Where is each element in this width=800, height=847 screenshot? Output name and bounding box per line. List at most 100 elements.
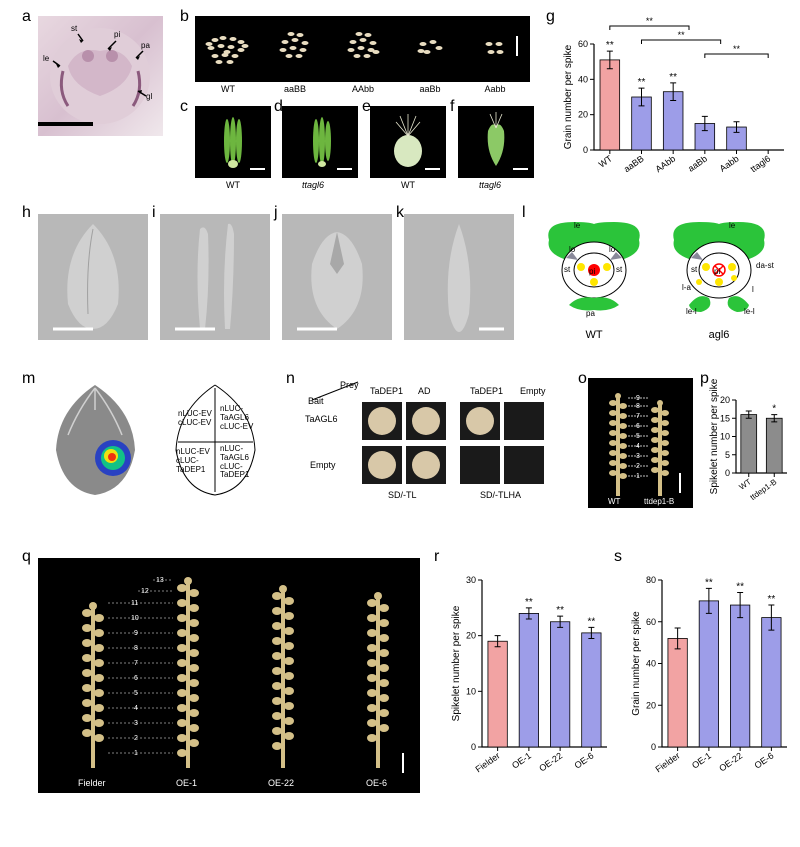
- svg-text:80: 80: [646, 575, 656, 585]
- svg-text:13: 13: [156, 577, 164, 584]
- panel-i-image: [160, 214, 270, 340]
- svg-text:3: 3: [636, 453, 640, 460]
- panel-a-image: le st pi pa gl: [38, 16, 163, 136]
- svg-text:Fielder: Fielder: [78, 778, 106, 788]
- svg-text:OE-6: OE-6: [753, 750, 776, 770]
- panel-o-image: 123456789 WT ttdep1-B: [588, 378, 693, 508]
- svg-text:6: 6: [636, 423, 640, 430]
- chart-g: 0204060Grain number per spike**WT**aaBB*…: [560, 14, 790, 194]
- svg-text:st: st: [616, 265, 623, 274]
- anno-pi: pi: [114, 30, 120, 39]
- svg-text:WT: WT: [597, 153, 615, 170]
- svg-text:20: 20: [466, 631, 476, 641]
- svg-text:9: 9: [134, 630, 138, 637]
- svg-text:40: 40: [646, 659, 656, 669]
- svg-text:5: 5: [636, 433, 640, 440]
- svg-text:7: 7: [636, 413, 640, 420]
- svg-text:60: 60: [646, 617, 656, 627]
- svg-text:aaBB: aaBB: [622, 153, 646, 174]
- svg-text:Grain number per spike: Grain number per spike: [631, 611, 642, 716]
- svg-text:OE-1: OE-1: [690, 750, 713, 770]
- m-q3: nLUC-EVcLUC-TaDEP1: [176, 448, 210, 474]
- svg-text:AD: AD: [418, 386, 431, 396]
- svg-text:Empty: Empty: [310, 460, 336, 470]
- svg-text:5: 5: [134, 690, 138, 697]
- panel-r-label: r: [434, 548, 439, 566]
- svg-text:SD/-TL: SD/-TL: [388, 490, 417, 500]
- svg-text:40: 40: [578, 74, 588, 84]
- svg-text:**: **: [638, 77, 646, 88]
- svg-text:30: 30: [466, 575, 476, 585]
- svg-text:10: 10: [720, 432, 730, 442]
- svg-text:aaBb: aaBb: [686, 153, 709, 173]
- m-q1: nLUC-EVcLUC-EV: [178, 410, 212, 428]
- svg-text:0: 0: [471, 742, 476, 752]
- svg-text:Fielder: Fielder: [653, 750, 681, 774]
- panel-m-label: m: [22, 370, 35, 388]
- panel-q-label: q: [22, 548, 31, 566]
- svg-text:ttagl6: ttagl6: [749, 153, 773, 174]
- panel-c-image: [195, 106, 271, 178]
- svg-text:**: **: [587, 616, 595, 627]
- panel-b-label: b: [180, 8, 189, 26]
- svg-text:TaDEP1: TaDEP1: [370, 386, 403, 396]
- svg-text:pi: pi: [589, 267, 595, 276]
- b-wt: WT: [208, 84, 248, 94]
- svg-text:WT: WT: [608, 497, 621, 506]
- svg-text:le-l: le-l: [744, 307, 755, 316]
- panel-s-label: s: [614, 548, 622, 566]
- svg-text:3: 3: [134, 720, 138, 727]
- svg-text:8: 8: [134, 645, 138, 652]
- svg-text:OE-22: OE-22: [717, 750, 744, 773]
- svg-text:**: **: [736, 582, 744, 593]
- svg-text:5: 5: [725, 450, 730, 460]
- svg-text:le: le: [574, 221, 581, 230]
- c-cap: WT: [213, 180, 253, 190]
- svg-text:Bait: Bait: [308, 396, 324, 406]
- svg-text:Spikelet number per spike: Spikelet number per spike: [709, 378, 720, 494]
- svg-text:pa: pa: [586, 309, 595, 318]
- svg-text:4: 4: [636, 443, 640, 450]
- svg-text:da-st: da-st: [756, 261, 775, 270]
- svg-text:8: 8: [636, 403, 640, 410]
- f-cap: ttagl6: [470, 180, 510, 190]
- svg-text:WT: WT: [738, 477, 753, 492]
- panel-n-label: n: [286, 370, 295, 388]
- panel-l-label: l: [522, 204, 526, 222]
- panel-e-image: [370, 106, 446, 178]
- svg-text:TaAGL6: TaAGL6: [305, 414, 338, 424]
- svg-text:ttdep1-B: ttdep1-B: [748, 477, 778, 502]
- panel-n: Prey Bait TaDEP1AD TaDEP1Empty TaAGL6 Em…: [300, 380, 570, 510]
- svg-text:OE-22: OE-22: [537, 750, 564, 773]
- svg-text:**: **: [669, 72, 677, 83]
- svg-text:OE-6: OE-6: [573, 750, 596, 770]
- svg-text:le: le: [729, 221, 736, 230]
- chart-p: 05101520Spikelet number per spikeWT*ttde…: [708, 378, 793, 513]
- svg-text:TaDEP1: TaDEP1: [470, 386, 503, 396]
- svg-text:agl6: agl6: [709, 329, 730, 341]
- m-q4: nLUC-TaAGL6cLUC-TaDEP1: [220, 445, 249, 480]
- chart-r: 0102030Spikelet number per spikeFielder*…: [448, 558, 613, 793]
- m-q2: nLUC-TaAGL6cLUC-EV: [220, 405, 253, 431]
- svg-text:Fielder: Fielder: [473, 750, 501, 774]
- svg-text:st: st: [564, 265, 571, 274]
- svg-text:l: l: [752, 285, 754, 294]
- svg-text:Spikelet number per spike: Spikelet number per spike: [451, 605, 462, 721]
- svg-text:15: 15: [720, 413, 730, 423]
- svg-text:le-l: le-l: [686, 307, 697, 316]
- svg-text:l-a: l-a: [682, 283, 691, 292]
- svg-text:**: **: [525, 597, 533, 608]
- anno-gl: gl: [146, 92, 152, 101]
- anno-le: le: [43, 54, 49, 63]
- svg-text:60: 60: [578, 39, 588, 49]
- b-aaBb: aaBb: [410, 84, 450, 94]
- anno-st: st: [71, 24, 77, 33]
- svg-text:0: 0: [583, 145, 588, 155]
- svg-text:4: 4: [134, 705, 138, 712]
- svg-text:*: *: [772, 404, 776, 415]
- panel-j-image: [282, 214, 392, 340]
- panel-f-image: [458, 106, 534, 178]
- svg-text:2: 2: [134, 735, 138, 742]
- panel-b-image: [195, 16, 530, 82]
- svg-text:**: **: [767, 594, 775, 605]
